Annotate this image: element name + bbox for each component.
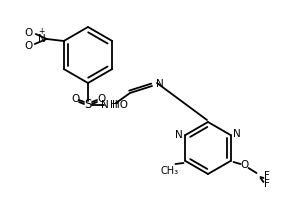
Text: N: N (232, 129, 240, 139)
Text: O: O (241, 160, 249, 170)
Text: HO: HO (112, 100, 128, 110)
Text: O: O (97, 94, 105, 104)
Text: F: F (263, 179, 269, 189)
Text: N: N (175, 130, 183, 140)
Text: N: N (38, 34, 46, 44)
Text: +: + (38, 27, 45, 36)
Text: CH₃: CH₃ (160, 166, 179, 176)
Text: S: S (84, 98, 92, 111)
Text: O: O (25, 28, 33, 38)
Text: N: N (156, 79, 164, 89)
Text: F: F (263, 171, 269, 181)
Text: O: O (25, 41, 33, 51)
Text: N: N (101, 99, 109, 109)
Text: H: H (110, 100, 118, 110)
Text: O: O (71, 94, 79, 104)
